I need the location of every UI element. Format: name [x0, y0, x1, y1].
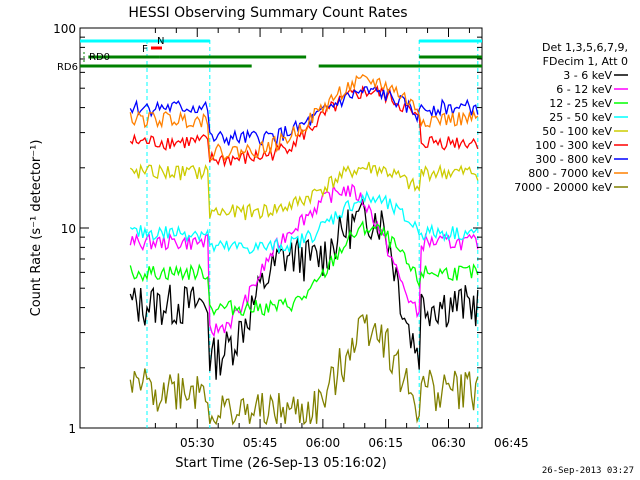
legend-entry-label: 25 - 50 keV — [549, 111, 612, 124]
legend-entry-label: 6 - 12 keV — [556, 83, 612, 96]
series-line-0 — [129, 198, 479, 380]
legend-entry-label: 7000 - 20000 keV — [514, 181, 612, 194]
series-layer — [129, 74, 479, 426]
legend-header-line: Det 1,3,5,6,7,9, — [542, 41, 628, 54]
series-line-4 — [129, 161, 479, 221]
x-tick-label: 06:45 — [494, 436, 529, 450]
x-tick-label: 05:30 — [180, 436, 215, 450]
y-tick-label: 100 — [53, 22, 76, 36]
legend-header-line: FDecim 1, Att 0 — [543, 55, 628, 68]
legend-entry-label: 3 - 6 keV — [563, 69, 612, 82]
x-tick-label: 06:00 — [306, 436, 341, 450]
chart-title: HESSI Observing Summary Count Rates — [128, 5, 407, 21]
series-line-1 — [129, 183, 479, 338]
y-axis-label: Count Rate (s⁻¹ detector⁻¹) — [29, 140, 44, 317]
series-line-2 — [129, 220, 479, 317]
legend-entry-label: 100 - 300 keV — [535, 139, 612, 152]
y-tick-label: 1 — [68, 422, 76, 436]
x-axis-label: Start Time (26-Sep-13 05:16:02) — [175, 456, 386, 471]
series-line-8 — [129, 313, 479, 426]
legend-entry-label: 50 - 100 keV — [542, 125, 612, 138]
rd6-flag-label: RD6 — [57, 62, 78, 73]
f-flag-label: F — [142, 44, 148, 55]
series-line-6 — [129, 85, 479, 146]
x-tick-label: 05:45 — [243, 436, 278, 450]
series-line-7 — [129, 74, 479, 162]
legend-entry-label: 300 - 800 keV — [535, 153, 612, 166]
y-tick-label: 10 — [61, 222, 76, 236]
x-tick-label: 06:15 — [368, 436, 403, 450]
series-line-5 — [129, 84, 479, 168]
axes: 1 10 100 05:30 05:45 06:00 06:15 06:30 06:45 — [53, 22, 529, 450]
n-flag-label: N — [157, 36, 164, 47]
rd0-flag-label: RD0 — [89, 52, 110, 63]
legend: Det 1,3,5,6,7,9,FDecim 1, Att 03 - 6 keV… — [514, 41, 628, 194]
footer-timestamp: 26-Sep-2013 03:27 — [541, 466, 634, 476]
series-line-3 — [129, 190, 479, 255]
x-tick-label: 06:30 — [431, 436, 466, 450]
legend-entry-label: 800 - 7000 keV — [528, 167, 612, 180]
legend-entry-label: 12 - 25 keV — [549, 97, 612, 110]
